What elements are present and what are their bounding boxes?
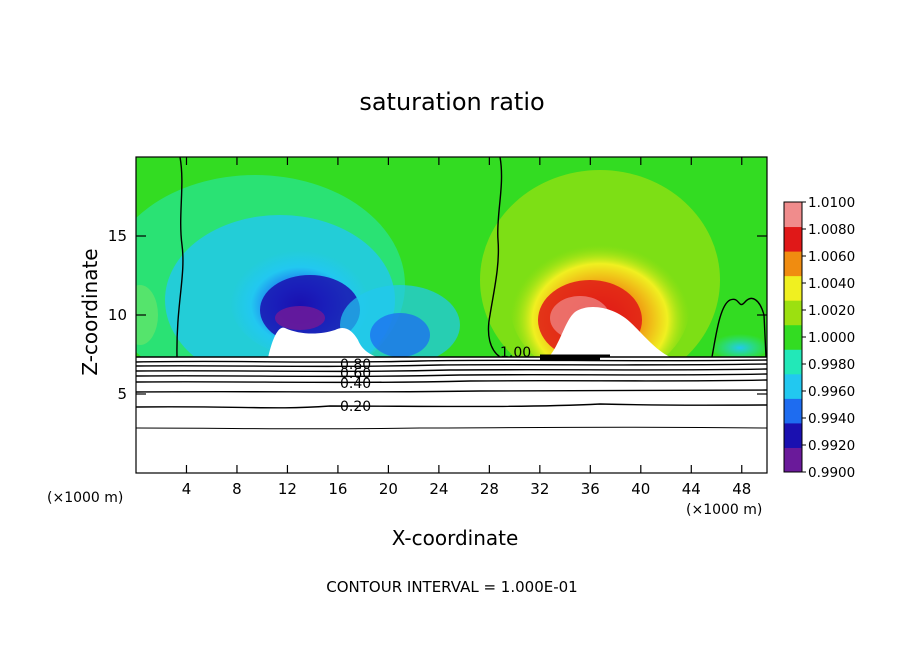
x-tick-label: 44 bbox=[682, 480, 701, 498]
colorbar: 1.0100 1.0080 1.0060 1.0040 1.0020 1.0000 0.99… bbox=[783, 195, 855, 481]
x-tick-label: 8 bbox=[232, 480, 242, 498]
colorbar-label: 1.0020 bbox=[808, 303, 855, 319]
y-ticks: 5 10 15 bbox=[108, 227, 767, 403]
x-tick-label: 24 bbox=[429, 480, 448, 498]
chart-title: saturation ratio bbox=[359, 88, 545, 116]
field-cyan-far-right bbox=[710, 331, 767, 359]
contour-label-0.60: 0.60 bbox=[340, 366, 371, 382]
x-tick-label: 16 bbox=[328, 480, 347, 498]
contour-0.10 bbox=[135, 426, 768, 430]
contour-dense-right bbox=[540, 354, 610, 361]
colorbar-swatch bbox=[784, 422, 802, 448]
colorbar-swatch bbox=[784, 226, 802, 252]
colorbar-swatch bbox=[784, 300, 802, 326]
colorbar-swatch bbox=[784, 202, 802, 228]
contour-0.40 bbox=[135, 379, 768, 384]
contour-label-0.80: 0.80 bbox=[340, 357, 371, 373]
contour-0.80 bbox=[135, 359, 768, 363]
colorbar-label: 0.9960 bbox=[808, 384, 855, 400]
x-unit-label: (×1000 m) bbox=[686, 502, 763, 518]
colorbar-swatch bbox=[784, 398, 802, 424]
contour-1.00-mid bbox=[487, 156, 503, 358]
x-ticks: 4 8 12 16 20 24 28 32 36 40 44 48 bbox=[182, 157, 751, 498]
x-tick-label: 4 bbox=[182, 480, 192, 498]
colorbar-label: 1.0060 bbox=[808, 249, 855, 265]
contour-label-0.40: 0.40 bbox=[340, 376, 371, 392]
x-tick-label: 32 bbox=[530, 480, 549, 498]
colorbar-label: 1.0080 bbox=[808, 222, 855, 238]
contour-1.00-left bbox=[176, 156, 184, 358]
contour-lines bbox=[135, 156, 768, 430]
x-tick-label: 48 bbox=[732, 480, 751, 498]
colorbar-label: 0.9980 bbox=[808, 357, 855, 373]
contour-interval-note: CONTOUR INTERVAL = 1.000E-01 bbox=[326, 578, 578, 596]
field-purple-core bbox=[275, 306, 325, 330]
dome-right bbox=[548, 307, 672, 358]
colorbar-swatch bbox=[784, 324, 802, 350]
x-tick-label: 40 bbox=[631, 480, 650, 498]
colorbar-label: 1.0100 bbox=[808, 195, 855, 211]
x-tick-label: 28 bbox=[480, 480, 499, 498]
y-tick-label: 10 bbox=[108, 306, 127, 324]
contour-0.50 bbox=[135, 373, 768, 378]
contour-0.20 bbox=[135, 403, 768, 409]
colorbar-label: 0.9920 bbox=[808, 438, 855, 454]
x-tick-label: 36 bbox=[581, 480, 600, 498]
z-unit-label: (×1000 m) bbox=[47, 490, 124, 506]
contour-1.00-right bbox=[711, 297, 767, 358]
x-axis-label: X-coordinate bbox=[391, 526, 519, 550]
colorbar-label: 0.9900 bbox=[808, 465, 855, 481]
y-tick-label: 15 bbox=[108, 227, 127, 245]
contour-0.60 bbox=[135, 368, 768, 373]
contour-0.30 bbox=[135, 389, 768, 393]
colorbar-swatch bbox=[784, 251, 802, 277]
colorbar-swatch bbox=[784, 373, 802, 399]
colorbar-label: 1.0000 bbox=[808, 330, 855, 346]
colorbar-label: 0.9940 bbox=[808, 411, 855, 427]
x-tick-label: 20 bbox=[379, 480, 398, 498]
colorbar-swatch bbox=[784, 275, 802, 301]
x-tick-label: 12 bbox=[278, 480, 297, 498]
contour-0.70 bbox=[135, 363, 768, 368]
contour-label-0.20: 0.20 bbox=[340, 399, 371, 415]
colorbar-swatch bbox=[784, 349, 802, 375]
field-blue-mid bbox=[370, 313, 430, 357]
dome-left bbox=[268, 327, 380, 358]
y-tick-label: 5 bbox=[117, 385, 127, 403]
colorbar-label: 1.0040 bbox=[808, 276, 855, 292]
contour-label-1.00: 1.00 bbox=[500, 345, 531, 361]
colorbar-swatch bbox=[784, 447, 802, 473]
